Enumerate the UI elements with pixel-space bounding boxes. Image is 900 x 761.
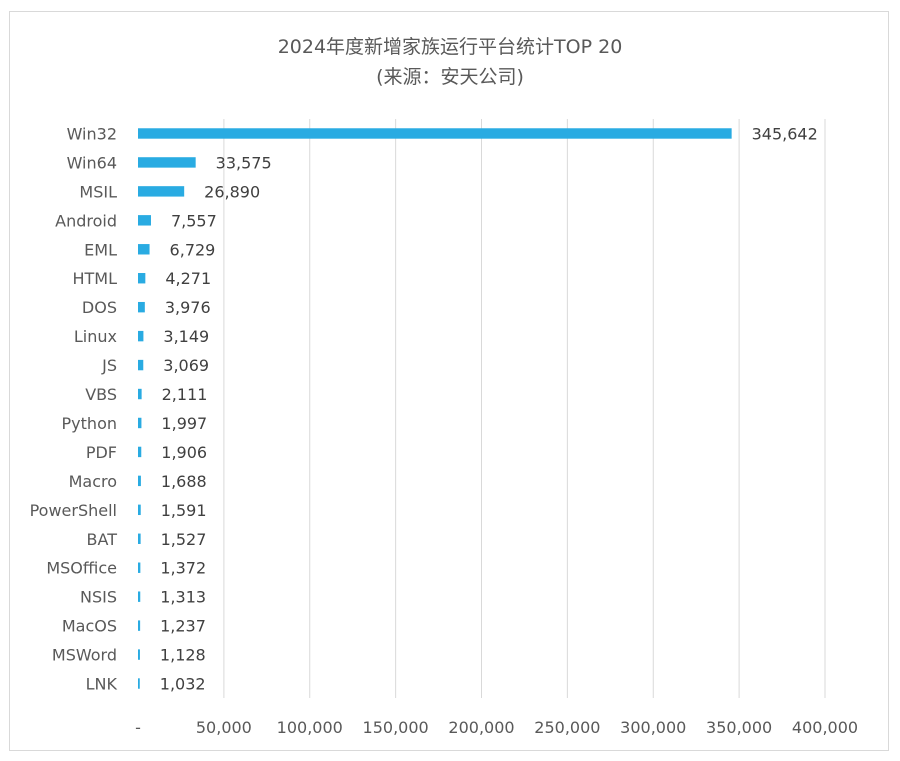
- category-label: NSIS: [80, 588, 117, 607]
- category-label: EML: [84, 240, 117, 259]
- category-label: MacOS: [62, 617, 117, 636]
- bar: [138, 273, 146, 284]
- bar: [138, 446, 142, 458]
- value-label: 1,032: [160, 675, 206, 694]
- value-label: 1,313: [160, 588, 206, 607]
- chart-subtitle: (来源：安天公司): [376, 66, 524, 88]
- x-tick-label: 100,000: [277, 718, 343, 737]
- category-label: PDF: [86, 443, 117, 462]
- category-label: Macro: [69, 472, 117, 491]
- value-label: 6,729: [170, 240, 216, 259]
- x-tick-label: 150,000: [363, 718, 429, 737]
- bar: [138, 388, 142, 400]
- value-label: 1,906: [161, 443, 207, 462]
- category-label: MSWord: [52, 646, 117, 665]
- x-tick-label: 350,000: [706, 718, 772, 737]
- bar: [138, 591, 141, 602]
- category-label: BAT: [87, 530, 118, 549]
- bar: [138, 215, 151, 226]
- value-label: 1,128: [160, 646, 206, 665]
- bar: [138, 620, 141, 631]
- category-label: Android: [55, 211, 117, 230]
- value-label: 4,271: [165, 269, 211, 288]
- category-label: PowerShell: [30, 501, 117, 520]
- category-label: Win32: [67, 124, 117, 143]
- bar: [138, 128, 732, 139]
- value-label: 1,237: [160, 617, 206, 636]
- bar: [138, 475, 141, 487]
- value-label: 1,591: [161, 501, 207, 520]
- category-label: Win64: [67, 153, 117, 172]
- bar: [138, 562, 141, 573]
- chart-title: 2024年度新增家族运行平台统计TOP 20: [277, 36, 623, 58]
- category-label: Linux: [74, 327, 117, 346]
- category-label: VBS: [85, 385, 117, 404]
- value-label: 2,111: [162, 385, 208, 404]
- value-label: 3,149: [163, 327, 209, 346]
- x-tick-label: 200,000: [448, 718, 514, 737]
- bar: [138, 330, 144, 342]
- value-label: 26,890: [204, 182, 260, 201]
- category-label: DOS: [82, 298, 117, 317]
- value-label: 7,557: [171, 211, 217, 230]
- category-label: JS: [101, 356, 117, 375]
- category-label: LNK: [86, 675, 118, 694]
- bar: [138, 649, 140, 660]
- value-label: 1,372: [160, 559, 206, 578]
- x-tick-label: -: [135, 718, 141, 737]
- bar: [138, 157, 196, 168]
- category-label: Python: [62, 414, 117, 433]
- bar: [138, 678, 140, 689]
- bar: [138, 533, 141, 544]
- bar: [138, 417, 142, 429]
- value-label: 1,997: [161, 414, 207, 433]
- value-label: 3,976: [165, 298, 211, 317]
- x-tick-label: 400,000: [792, 718, 858, 737]
- x-tick-label: 250,000: [534, 718, 600, 737]
- bar: [138, 186, 185, 197]
- category-label: MSIL: [79, 182, 117, 201]
- x-tick-label: 300,000: [620, 718, 686, 737]
- category-label: HTML: [72, 269, 117, 288]
- bar: [138, 244, 150, 255]
- value-label: 33,575: [216, 153, 272, 172]
- value-label: 1,688: [161, 472, 207, 491]
- bar: [138, 301, 145, 313]
- value-label: 345,642: [752, 124, 818, 143]
- value-label: 1,527: [161, 530, 207, 549]
- bar: [138, 504, 141, 516]
- bar: [138, 359, 144, 371]
- value-label: 3,069: [163, 356, 209, 375]
- category-label: MSOffice: [46, 559, 117, 578]
- x-tick-label: 50,000: [196, 718, 252, 737]
